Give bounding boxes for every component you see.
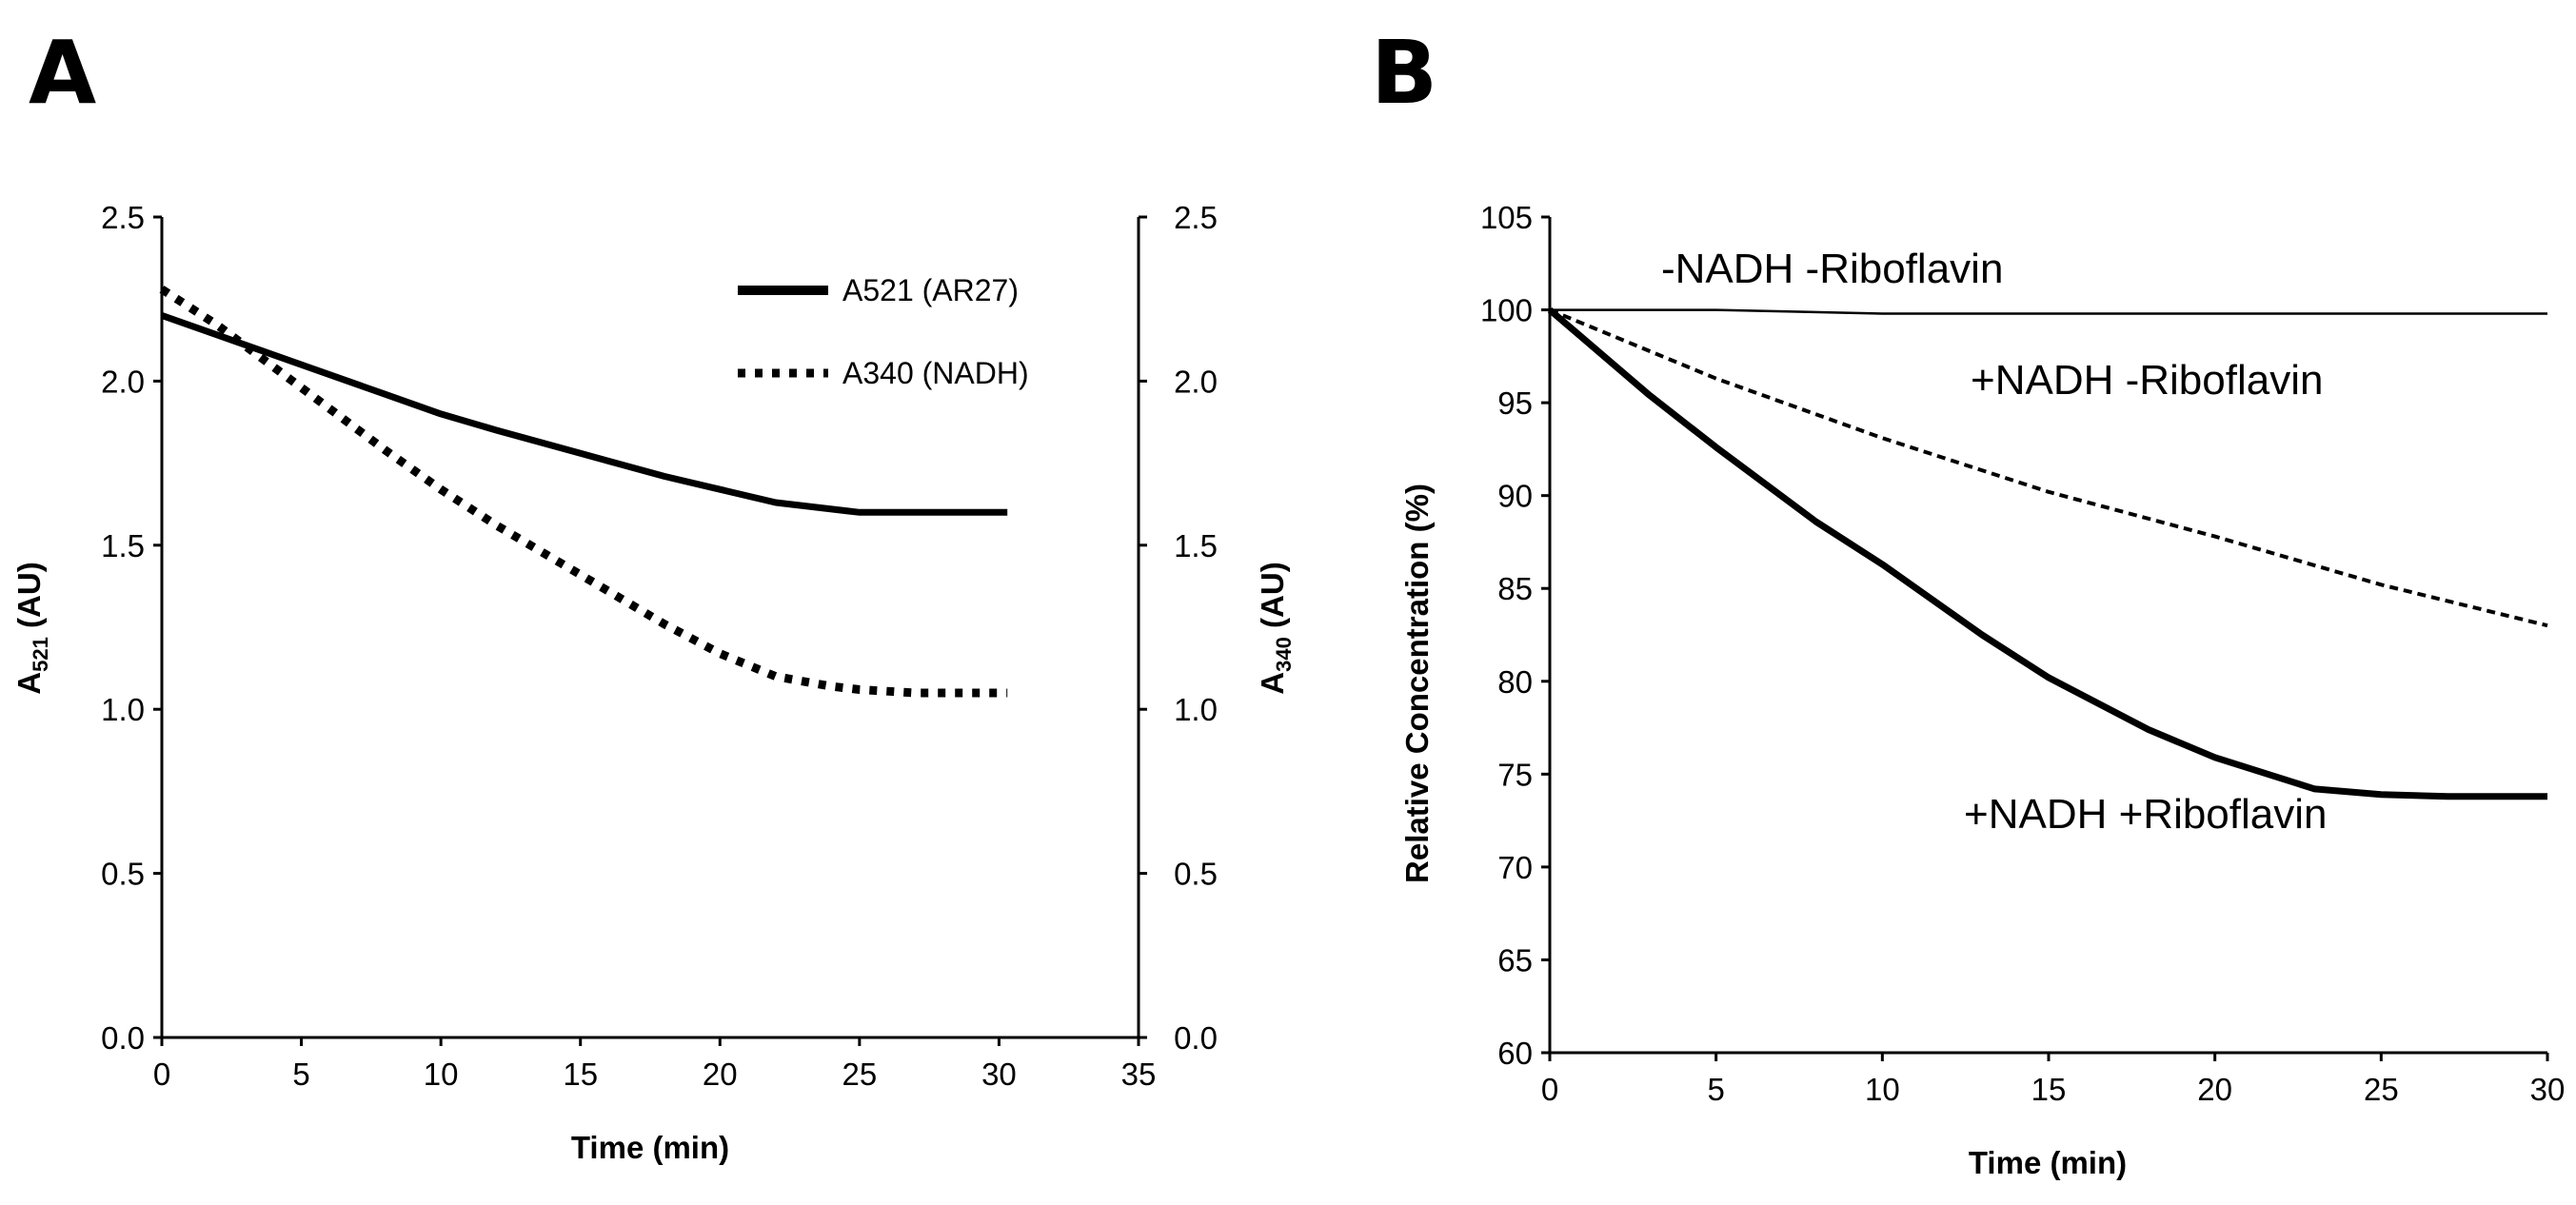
x-tick-label: 20 xyxy=(2197,1072,2232,1107)
panel-a-x-axis-title: Time (min) xyxy=(571,1130,729,1165)
series-line-a340-nadh xyxy=(159,286,1008,698)
x-tick-label: 15 xyxy=(563,1057,598,1092)
y-tick-label: 65 xyxy=(1497,942,1533,978)
y-tick-label: 1.5 xyxy=(101,528,145,563)
right-y-tick-label: 1.5 xyxy=(1174,528,1218,563)
panel-a-right-y-axis-title: A340 (AU) xyxy=(1255,562,1296,694)
x-tick-label: 20 xyxy=(703,1057,738,1092)
y-tick-label: 60 xyxy=(1497,1036,1533,1071)
panel-a-letter: A xyxy=(29,22,96,124)
x-tick-label: 30 xyxy=(2530,1072,2566,1107)
panel-a: A 0.0 0.0 0.5 0.5 1.0 1.0 1.5 1.5 2.0 2.0 2.5 2.5 0 5… xyxy=(11,22,1296,1165)
x-tick-label: 30 xyxy=(981,1057,1017,1092)
y-tick-label: 85 xyxy=(1497,571,1533,606)
series-line-nadh-riboflavin xyxy=(1547,306,2547,800)
y-tick-label: 2.0 xyxy=(101,364,145,399)
panel-a-legend: A521 (AR27) A340 (NADH) xyxy=(738,273,1029,390)
annotation-plus-nadh-plus-riboflavin: +NADH +Riboflavin xyxy=(1964,791,2328,838)
panel-b: B 60 65 70 75 80 85 90 95 100 105 0 5 10 15 20 25 30 -NA… xyxy=(1371,22,2565,1180)
panel-a-left-y-axis-title: A521 (AU) xyxy=(11,562,52,694)
annotation-plus-nadh-minus-riboflavin: +NADH -Riboflavin xyxy=(1971,357,2323,404)
x-tick-label: 35 xyxy=(1121,1057,1157,1092)
right-y-tick-label: 2.0 xyxy=(1174,364,1218,399)
x-tick-label: 25 xyxy=(842,1057,877,1092)
y-tick-label: 105 xyxy=(1480,200,1533,235)
annotation-minus-nadh-minus-riboflavin: -NADH -Riboflavin xyxy=(1661,246,2003,292)
y-tick-label: 1.0 xyxy=(101,692,145,727)
y-tick-label: 75 xyxy=(1497,757,1533,792)
y-tick-label: 95 xyxy=(1497,385,1533,421)
y-tick-label: 90 xyxy=(1497,479,1533,514)
right-y-tick-label: 0.5 xyxy=(1174,857,1218,892)
panel-b-letter: B xyxy=(1371,22,1437,124)
series-line-a521-ar27 xyxy=(160,312,1008,516)
y-tick-label: 0.5 xyxy=(101,857,145,892)
x-tick-label: 25 xyxy=(2364,1072,2399,1107)
x-tick-label: 10 xyxy=(424,1057,459,1092)
x-tick-label: 0 xyxy=(1541,1072,1558,1107)
legend-a340-label: A340 (NADH) xyxy=(842,356,1029,390)
right-y-tick-label: 0.0 xyxy=(1174,1020,1218,1056)
panel-a-plot-area: 0.0 0.0 0.5 0.5 1.0 1.0 1.5 1.5 2.0 2.0 2.5 2.5 0 5 10… xyxy=(101,200,1218,1092)
panel-b-plot-area: 60 65 70 75 80 85 90 95 100 105 0 5 10 15 20 25 30 xyxy=(1480,200,2565,1107)
y-tick-label: 0.0 xyxy=(101,1020,145,1056)
x-tick-label: 15 xyxy=(2031,1072,2067,1107)
y-tick-label: 100 xyxy=(1480,293,1533,328)
x-tick-label: 10 xyxy=(1865,1072,1900,1107)
right-y-tick-label: 1.0 xyxy=(1174,692,1218,727)
x-tick-label: 5 xyxy=(1707,1072,1724,1107)
right-y-tick-label: 2.5 xyxy=(1174,200,1218,235)
x-tick-label: 5 xyxy=(292,1057,309,1092)
y-tick-label: 80 xyxy=(1497,664,1533,700)
panel-b-x-axis-title: Time (min) xyxy=(1969,1145,2127,1180)
legend-a521-label: A521 (AR27) xyxy=(842,273,1019,307)
panel-b-y-axis-title: Relative Concentration (%) xyxy=(1399,484,1435,883)
series-line-nadh-riboflavin xyxy=(1550,308,2547,315)
y-tick-label: 2.5 xyxy=(101,200,145,235)
y-tick-label: 70 xyxy=(1497,850,1533,885)
x-tick-label: 0 xyxy=(153,1057,170,1092)
series-line-nadh-riboflavin xyxy=(1549,307,2548,628)
